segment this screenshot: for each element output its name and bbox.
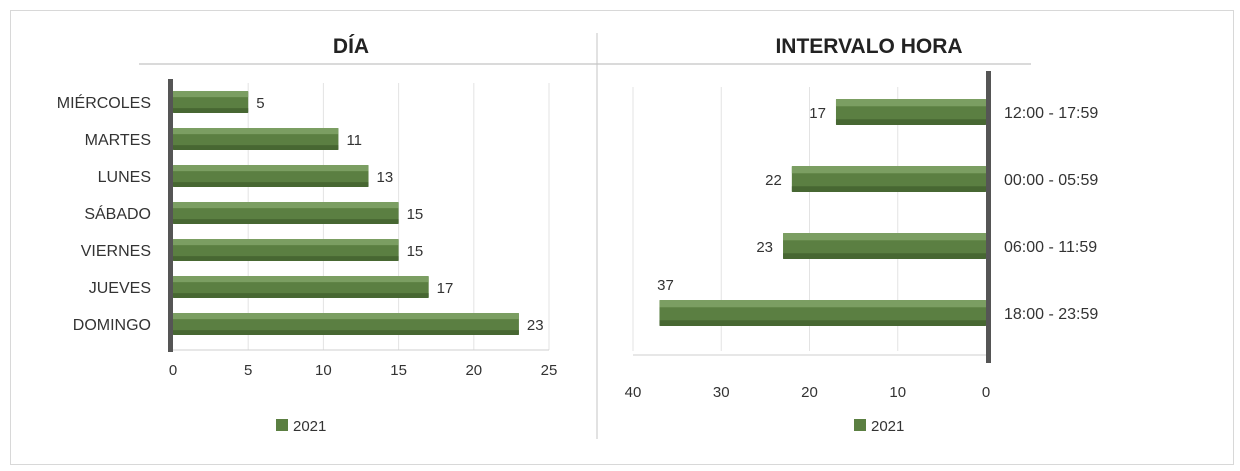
chart-panel: DÍA INTERVALO HORA MIÉRCOLES 5 MARTES 11 LUN…	[10, 10, 1234, 465]
x-tick-label: 20	[801, 384, 818, 401]
category-label: 12:00 - 17:59	[1004, 105, 1098, 122]
day-bar-chart: MIÉRCOLES 5 MARTES 11 LUNES 13 SÁBADO 15 VIERNES…	[57, 79, 558, 435]
category-label: MIÉRCOLES	[57, 93, 151, 112]
category-label: SÁBADO	[84, 204, 151, 223]
x-tick-label: 30	[713, 384, 730, 401]
bar	[791, 166, 986, 192]
x-tick-label: 0	[982, 384, 990, 401]
x-tick-label: 0	[169, 362, 177, 379]
data-label: 11	[346, 132, 362, 149]
data-label: 15	[407, 243, 424, 260]
x-tick-label: 20	[465, 362, 482, 379]
x-tick-label: 15	[390, 362, 407, 379]
hour-bar-chart: 12:00 - 17:59 17 00:00 - 05:59 22 06:00 - 11…	[625, 71, 1098, 435]
legend-label: 2021	[871, 418, 904, 435]
category-label: LUNES	[98, 169, 151, 186]
x-tick-label: 10	[889, 384, 906, 401]
category-label: DOMINGO	[73, 317, 151, 334]
legend-swatch	[854, 419, 866, 431]
data-label: 23	[756, 239, 773, 256]
bar	[173, 239, 399, 261]
bar	[173, 313, 519, 335]
bar	[173, 91, 249, 113]
x-tick-label: 40	[625, 384, 642, 401]
data-label: 13	[377, 169, 394, 186]
bar	[659, 300, 986, 326]
x-tick-label: 10	[315, 362, 332, 379]
bar	[783, 233, 986, 259]
y-axis-line	[168, 79, 173, 352]
x-tick-label: 5	[244, 362, 252, 379]
data-label: 37	[657, 277, 674, 294]
bar	[173, 128, 339, 150]
legend-label: 2021	[293, 418, 326, 435]
data-label: 23	[527, 317, 544, 334]
category-label: 06:00 - 11:59	[1004, 239, 1097, 256]
category-label: MARTES	[85, 132, 151, 149]
data-label: 22	[765, 172, 782, 189]
chart-canvas: DÍA INTERVALO HORA MIÉRCOLES 5 MARTES 11 LUN…	[57, 33, 1098, 439]
category-label: JUEVES	[89, 280, 151, 297]
legend-swatch	[276, 419, 288, 431]
data-label: 15	[407, 206, 424, 223]
data-label: 5	[256, 95, 264, 112]
category-label: 18:00 - 23:59	[1004, 306, 1098, 323]
y-axis-line	[986, 71, 991, 363]
bar	[173, 276, 429, 298]
data-label: 17	[809, 105, 826, 122]
data-label: 17	[437, 280, 454, 297]
day-chart-title: DÍA	[333, 35, 369, 58]
x-tick-label: 25	[541, 362, 558, 379]
hour-chart-title: INTERVALO HORA	[775, 35, 962, 58]
bar	[173, 165, 369, 187]
category-label: VIERNES	[81, 243, 151, 260]
category-label: 00:00 - 05:59	[1004, 172, 1098, 189]
bar	[173, 202, 399, 224]
bar	[835, 99, 986, 125]
